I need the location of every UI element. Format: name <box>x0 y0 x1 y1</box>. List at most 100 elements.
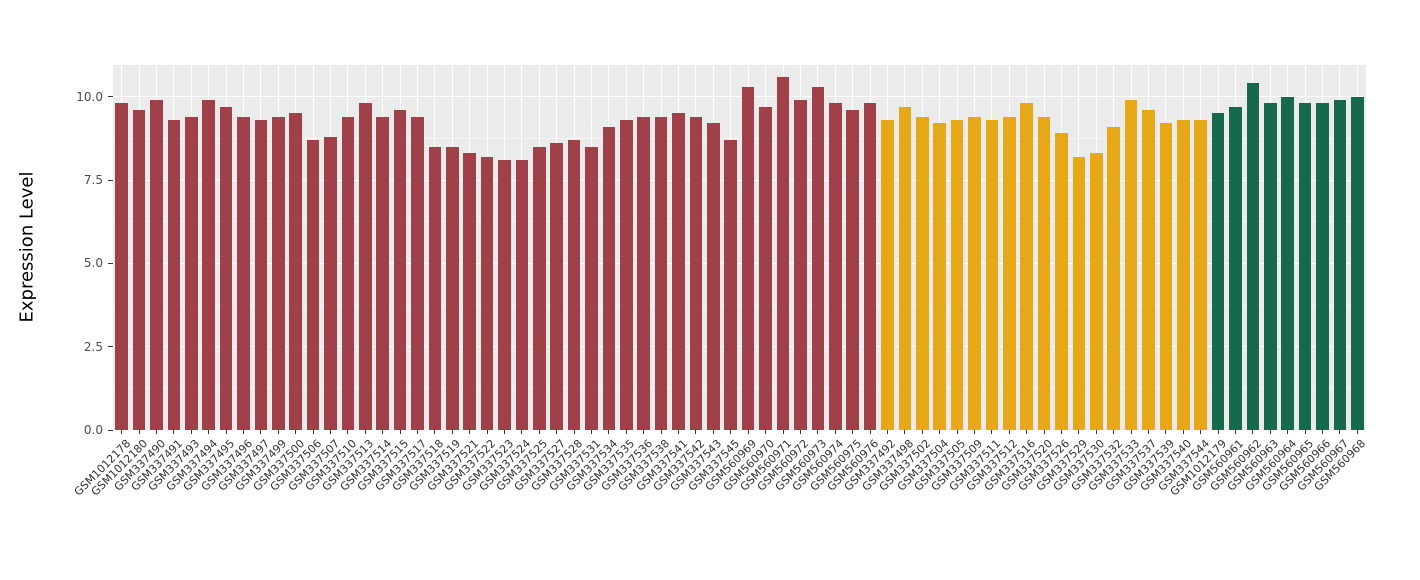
x-tick-mark <box>156 430 157 434</box>
x-tick-mark <box>538 430 540 434</box>
x-tick-mark <box>1095 430 1097 434</box>
bar <box>637 116 651 430</box>
x-tick-label-text: GSM337513 <box>319 437 377 494</box>
bar <box>341 116 355 430</box>
x-tick-label-text: GSM337519 <box>406 437 464 494</box>
x-tick-mark <box>973 430 975 434</box>
bar <box>968 116 981 430</box>
x-tick-mark <box>834 430 836 434</box>
bar <box>776 76 790 430</box>
bar <box>1072 156 1086 430</box>
x-tick-mark <box>173 430 175 434</box>
x-tick-label-text: GSM337544 <box>1155 437 1212 494</box>
x-tick-label-text: GSM337514 <box>337 437 394 494</box>
bar <box>933 123 946 430</box>
x-tick-mark <box>260 430 262 434</box>
x-tick-label-text: GSM337539 <box>1120 437 1178 494</box>
bar <box>707 123 720 430</box>
bar <box>1246 83 1260 430</box>
bar <box>185 116 198 430</box>
bar <box>393 110 407 430</box>
x-tick-label-text: GSM337517 <box>372 437 429 494</box>
x-tick-label-text: GSM337543 <box>668 437 725 494</box>
x-tick-label-text: GSM337538 <box>615 437 673 494</box>
bar <box>1055 133 1068 430</box>
bar <box>1107 126 1120 430</box>
x-tick-mark <box>939 430 941 434</box>
y-tick-label: 2.5 <box>83 339 103 354</box>
x-tick-mark <box>312 430 314 434</box>
x-tick-label-text: GSM337505 <box>911 437 969 494</box>
bar <box>1176 120 1190 430</box>
x-tick-label-text: GSM337520 <box>998 437 1056 494</box>
x-tick-label-text: GSM337496 <box>198 437 255 494</box>
x-tick-mark <box>434 430 436 434</box>
bar <box>1020 103 1033 430</box>
x-tick-label-text: GSM1012179 <box>1167 437 1230 499</box>
x-tick-mark <box>208 430 210 434</box>
x-tick-label-text: GSM560966 <box>1277 437 1334 494</box>
bar <box>254 120 268 430</box>
bar <box>1089 153 1103 430</box>
x-tick-label-text: GSM560973 <box>772 437 830 494</box>
bar <box>1159 123 1173 430</box>
bar <box>324 136 337 430</box>
x-tick-mark <box>904 430 906 434</box>
x-tick-mark <box>1113 430 1115 434</box>
bar <box>1263 103 1277 430</box>
x-tick-mark <box>1217 430 1219 434</box>
bar <box>654 116 668 430</box>
x-tick-mark <box>1130 430 1132 434</box>
bar <box>1298 103 1312 430</box>
bar <box>828 103 842 430</box>
x-tick-label-text: GSM337527 <box>511 437 568 494</box>
bar <box>620 120 633 430</box>
bar <box>132 110 146 430</box>
bar <box>289 113 303 430</box>
x-tick-label-text: GSM337500 <box>250 437 307 494</box>
bar <box>915 116 929 430</box>
x-tick-mark <box>765 430 767 434</box>
x-tick-label-text: GSM337493 <box>145 437 203 494</box>
x-tick-label-text: GSM337521 <box>424 437 481 494</box>
x-tick-mark <box>121 430 123 434</box>
bar <box>1142 110 1155 430</box>
x-tick-label-text: GSM337526 <box>1016 437 1073 494</box>
gridline-minor-y <box>113 137 1366 139</box>
x-tick-mark <box>1182 430 1184 434</box>
x-tick-label-text: GSM337528 <box>528 437 586 494</box>
x-tick-mark <box>643 430 645 434</box>
x-tick-mark <box>799 430 801 434</box>
bar <box>306 140 320 430</box>
x-tick-label-text: GSM560961 <box>1190 437 1247 494</box>
x-tick-label-text: GSM560976 <box>824 437 882 494</box>
x-tick-mark <box>451 430 453 434</box>
x-tick-mark <box>817 430 819 434</box>
bar <box>515 160 529 430</box>
x-tick-label-text: GSM337530 <box>1050 437 1108 494</box>
x-tick-mark <box>1200 430 1202 434</box>
x-tick-mark <box>1321 430 1323 434</box>
bar <box>1316 103 1329 430</box>
x-tick-label-text: GSM560971 <box>737 437 795 494</box>
bar <box>794 100 807 430</box>
x-tick-label-text: GSM337492 <box>842 437 899 494</box>
x-tick-mark <box>678 430 680 434</box>
x-tick-mark <box>956 430 958 434</box>
x-tick-label-text: GSM560967 <box>1294 437 1352 494</box>
bar <box>428 146 442 430</box>
x-tick-mark <box>382 430 384 434</box>
x-tick-label-text: GSM560964 <box>1242 437 1299 494</box>
x-tick-mark <box>521 430 523 434</box>
x-tick-mark <box>660 430 662 434</box>
bar <box>498 160 511 430</box>
y-tick-label: 0.0 <box>83 423 103 437</box>
y-tick-label: 10.0 <box>76 89 103 104</box>
x-tick-label-text: GSM337535 <box>580 437 638 494</box>
x-tick-mark <box>1252 430 1254 434</box>
x-tick-mark <box>1026 430 1028 434</box>
y-tick-label: 5.0 <box>83 256 103 271</box>
x-tick-mark <box>225 430 227 434</box>
bar <box>811 86 825 430</box>
x-tick-label-text: GSM1012180 <box>88 437 151 499</box>
